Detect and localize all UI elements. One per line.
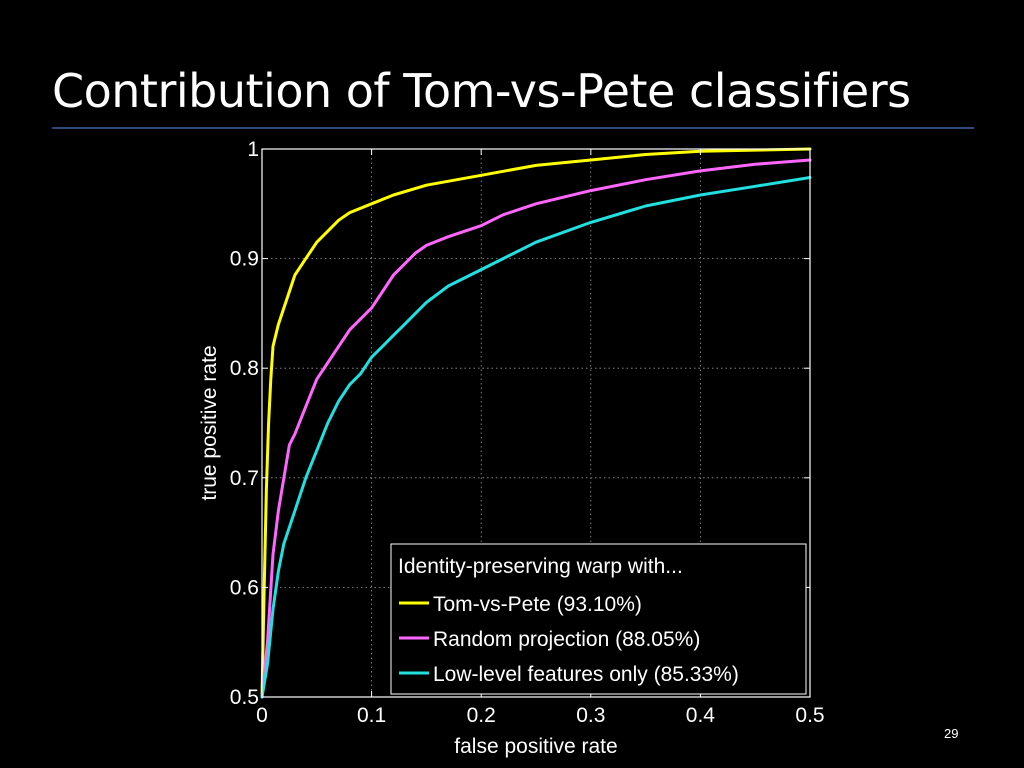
series-line: [260, 176, 812, 699]
y-tick-label: 0.6: [230, 576, 259, 599]
slide-title: Contribution of Tom-vs-Pete classifiers: [52, 64, 911, 118]
y-tick-label: 0.7: [230, 467, 259, 490]
x-tick-label: 0.5: [795, 704, 824, 727]
legend: Identity-preserving warp with... Tom-vs-…: [390, 543, 807, 695]
slide-number: 29: [944, 726, 959, 741]
series-line: [260, 158, 812, 699]
x-axis-label: false positive rate: [454, 735, 617, 758]
legend-entries: Tom-vs-Pete (93.10%) Random projection (8…: [399, 593, 739, 686]
y-axis-label: true positive rate: [198, 345, 221, 500]
title-divider: [52, 127, 974, 129]
y-tick-label: 0.9: [230, 248, 259, 271]
y-tick-label: 1: [247, 138, 259, 161]
series-line: [260, 147, 812, 699]
x-tick-label: 0.4: [686, 704, 716, 727]
legend-box: [390, 543, 807, 695]
axes-frame: [261, 148, 811, 698]
tick-layer: 0 0.1 0.2 0.3 0.4 0.5 0.5 0.6 0.7 0.8 0.9 1: [230, 138, 825, 727]
legend-title: Identity-preserving warp with...: [398, 555, 683, 578]
x-tick-label: 0: [256, 704, 268, 727]
legend-label: Low-level features only (85.33%): [433, 663, 739, 686]
x-tick-label: 0.1: [357, 704, 386, 727]
legend-label: Random projection (88.05%): [433, 628, 700, 651]
x-tick-label: 0.2: [467, 704, 496, 727]
x-tick-label: 0.3: [576, 704, 605, 727]
series-layer: [260, 147, 812, 699]
y-tick-label: 0.5: [230, 686, 259, 709]
grid-layer: [262, 149, 810, 697]
legend-label: Tom-vs-Pete (93.10%): [433, 593, 642, 616]
y-tick-label: 0.8: [230, 357, 259, 380]
